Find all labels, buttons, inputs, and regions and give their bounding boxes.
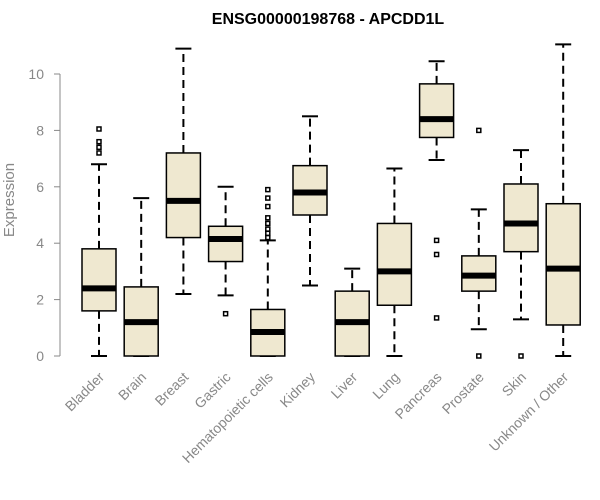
outlier-point <box>476 127 482 134</box>
box-liver <box>334 267 370 357</box>
x-tick-label: Brain <box>115 369 149 403</box>
outlier-point <box>96 144 102 151</box>
y-axis-label: Expression <box>1 163 18 237</box>
y-tick-label: 10 <box>28 66 44 82</box>
outlier-point <box>265 195 271 201</box>
box-prostate <box>461 127 497 359</box>
x-tick-label: Pancreas <box>392 369 445 422</box>
box-unknown-other <box>545 43 581 357</box>
outlier-point <box>96 126 102 132</box>
iqr-box <box>165 152 202 239</box>
box-skin <box>503 149 539 359</box>
outlier-point <box>265 203 271 210</box>
outlier-point <box>433 315 440 321</box>
outlier-point <box>96 150 102 156</box>
iqr-box <box>503 183 539 253</box>
x-tick-label: Liver <box>328 369 361 402</box>
outlier-point <box>265 234 271 241</box>
iqr-box <box>81 248 117 312</box>
box-breast <box>165 47 202 295</box>
iqr-box <box>545 202 581 326</box>
box-hematopoietic-cells <box>250 186 286 357</box>
box-bladder <box>81 126 117 357</box>
outlier-point <box>265 186 271 193</box>
y-tick-label: 0 <box>36 348 44 364</box>
x-tick-label: Breast <box>152 369 192 409</box>
box-brain <box>123 197 159 357</box>
outlier-point <box>96 138 102 145</box>
iqr-box <box>207 225 244 263</box>
outlier-point <box>433 251 440 258</box>
outlier-point <box>265 220 271 227</box>
chart-title: ENSG00000198768 - APCDD1L <box>212 11 445 28</box>
y-tick-label: 2 <box>36 292 44 308</box>
outlier-point <box>476 353 482 359</box>
iqr-box <box>418 83 455 139</box>
box-lung <box>376 167 413 357</box>
outlier-point <box>265 215 271 221</box>
y-tick-label: 4 <box>36 235 44 251</box>
y-axis: 0 2 4 6 8 10 <box>28 66 61 364</box>
outlier-point <box>265 230 271 237</box>
outlier-point <box>433 237 440 244</box>
box-gastric <box>207 185 244 317</box>
x-tick-label: Prostate <box>439 369 487 417</box>
y-tick-label: 6 <box>36 179 44 195</box>
outlier-point <box>265 226 271 232</box>
x-tick-label: Skin <box>499 369 530 400</box>
x-tick-label: Kidney <box>277 369 319 411</box>
x-tick-label: Unknown / Other <box>486 369 572 455</box>
iqr-box <box>376 222 413 306</box>
y-tick-label: 8 <box>36 122 44 138</box>
x-tick-label: Lung <box>369 369 402 402</box>
boxes-group <box>81 43 581 359</box>
box-pancreas <box>418 60 455 321</box>
x-tick-label: Bladder <box>62 369 108 415</box>
outlier-point <box>222 310 229 317</box>
box-kidney <box>292 115 328 287</box>
outlier-point <box>518 353 524 359</box>
